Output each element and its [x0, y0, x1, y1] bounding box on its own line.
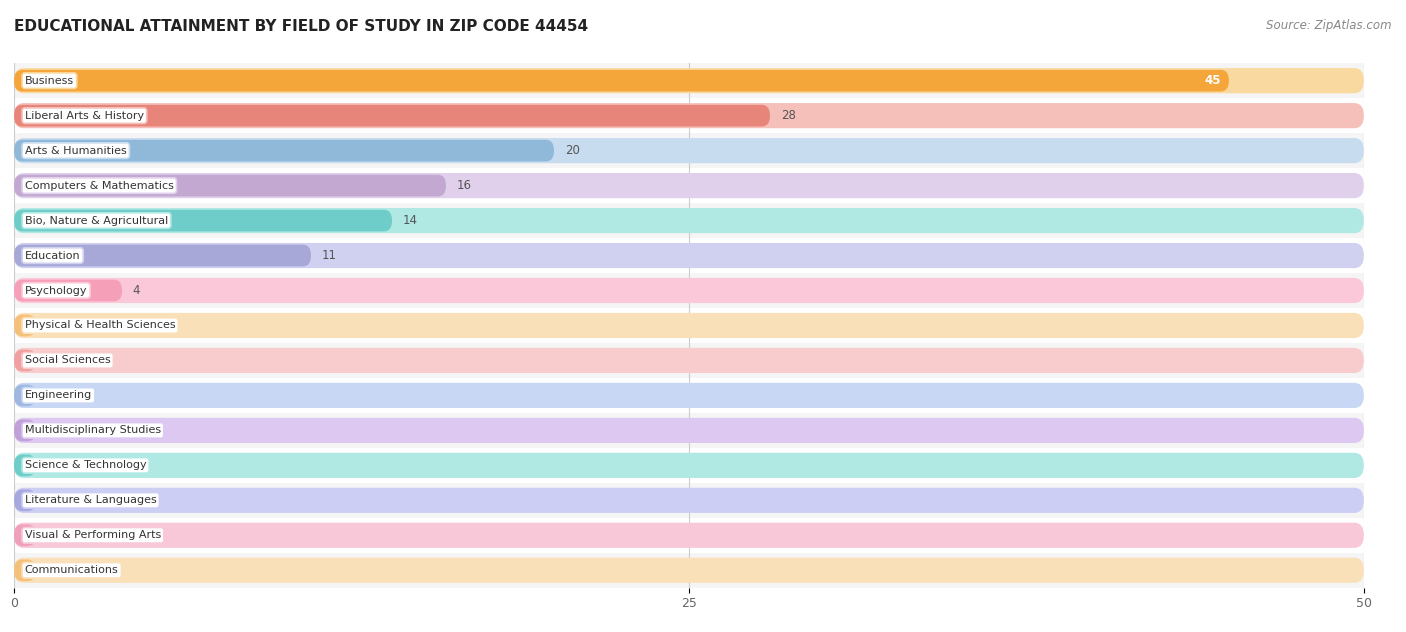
Bar	[14, 273, 1364, 308]
Text: 45: 45	[1205, 74, 1220, 87]
FancyBboxPatch shape	[14, 418, 1364, 443]
FancyBboxPatch shape	[14, 105, 770, 126]
Text: Arts & Humanities: Arts & Humanities	[25, 145, 127, 155]
FancyBboxPatch shape	[14, 140, 554, 161]
Text: Liberal Arts & History: Liberal Arts & History	[25, 111, 143, 121]
Text: 16: 16	[457, 179, 472, 192]
Text: 0: 0	[46, 459, 53, 472]
Bar	[14, 203, 1364, 238]
Bar	[14, 238, 1364, 273]
FancyBboxPatch shape	[14, 525, 35, 546]
Bar	[14, 553, 1364, 588]
Text: 0: 0	[46, 319, 53, 332]
Text: 11: 11	[322, 249, 337, 262]
Text: 0: 0	[46, 424, 53, 437]
FancyBboxPatch shape	[14, 557, 1364, 583]
FancyBboxPatch shape	[14, 173, 1364, 198]
Text: Communications: Communications	[25, 565, 118, 575]
Text: 28: 28	[780, 109, 796, 122]
FancyBboxPatch shape	[14, 138, 1364, 163]
FancyBboxPatch shape	[14, 313, 1364, 338]
Text: 0: 0	[46, 529, 53, 542]
FancyBboxPatch shape	[14, 348, 1364, 373]
FancyBboxPatch shape	[14, 559, 35, 581]
Text: EDUCATIONAL ATTAINMENT BY FIELD OF STUDY IN ZIP CODE 44454: EDUCATIONAL ATTAINMENT BY FIELD OF STUDY…	[14, 19, 588, 34]
FancyBboxPatch shape	[14, 490, 35, 511]
Bar	[14, 448, 1364, 483]
FancyBboxPatch shape	[14, 385, 35, 406]
Bar	[14, 378, 1364, 413]
Text: Visual & Performing Arts: Visual & Performing Arts	[25, 530, 162, 540]
FancyBboxPatch shape	[14, 245, 311, 266]
FancyBboxPatch shape	[14, 70, 1229, 92]
Text: Multidisciplinary Studies: Multidisciplinary Studies	[25, 425, 160, 435]
FancyBboxPatch shape	[14, 349, 35, 371]
Bar	[14, 63, 1364, 98]
Text: Engineering: Engineering	[25, 391, 93, 401]
FancyBboxPatch shape	[14, 210, 392, 231]
FancyBboxPatch shape	[14, 315, 35, 336]
Text: Education: Education	[25, 250, 80, 260]
Bar	[14, 413, 1364, 448]
FancyBboxPatch shape	[14, 280, 122, 301]
Text: Physical & Health Sciences: Physical & Health Sciences	[25, 320, 176, 331]
FancyBboxPatch shape	[14, 278, 1364, 303]
Text: 20: 20	[565, 144, 579, 157]
Bar	[14, 98, 1364, 133]
Text: Computers & Mathematics: Computers & Mathematics	[25, 181, 174, 191]
Text: Social Sciences: Social Sciences	[25, 355, 111, 365]
FancyBboxPatch shape	[14, 420, 35, 441]
Text: 14: 14	[402, 214, 418, 227]
FancyBboxPatch shape	[14, 383, 1364, 408]
Bar	[14, 518, 1364, 553]
Text: Business: Business	[25, 76, 75, 86]
Bar	[14, 483, 1364, 518]
FancyBboxPatch shape	[14, 453, 1364, 478]
FancyBboxPatch shape	[14, 103, 1364, 128]
Text: Science & Technology: Science & Technology	[25, 460, 146, 470]
Text: 0: 0	[46, 494, 53, 507]
Bar	[14, 308, 1364, 343]
Text: Bio, Nature & Agricultural: Bio, Nature & Agricultural	[25, 216, 169, 226]
Text: Source: ZipAtlas.com: Source: ZipAtlas.com	[1267, 19, 1392, 32]
FancyBboxPatch shape	[14, 175, 446, 197]
Text: Literature & Languages: Literature & Languages	[25, 495, 156, 506]
FancyBboxPatch shape	[14, 68, 1364, 94]
Text: 0: 0	[46, 564, 53, 577]
Bar	[14, 133, 1364, 168]
Text: 4: 4	[132, 284, 141, 297]
Text: 0: 0	[46, 389, 53, 402]
FancyBboxPatch shape	[14, 488, 1364, 513]
FancyBboxPatch shape	[14, 454, 35, 476]
FancyBboxPatch shape	[14, 523, 1364, 548]
Text: Psychology: Psychology	[25, 286, 87, 296]
FancyBboxPatch shape	[14, 208, 1364, 233]
FancyBboxPatch shape	[14, 243, 1364, 268]
Text: 0: 0	[46, 354, 53, 367]
Bar	[14, 343, 1364, 378]
Bar	[14, 168, 1364, 203]
